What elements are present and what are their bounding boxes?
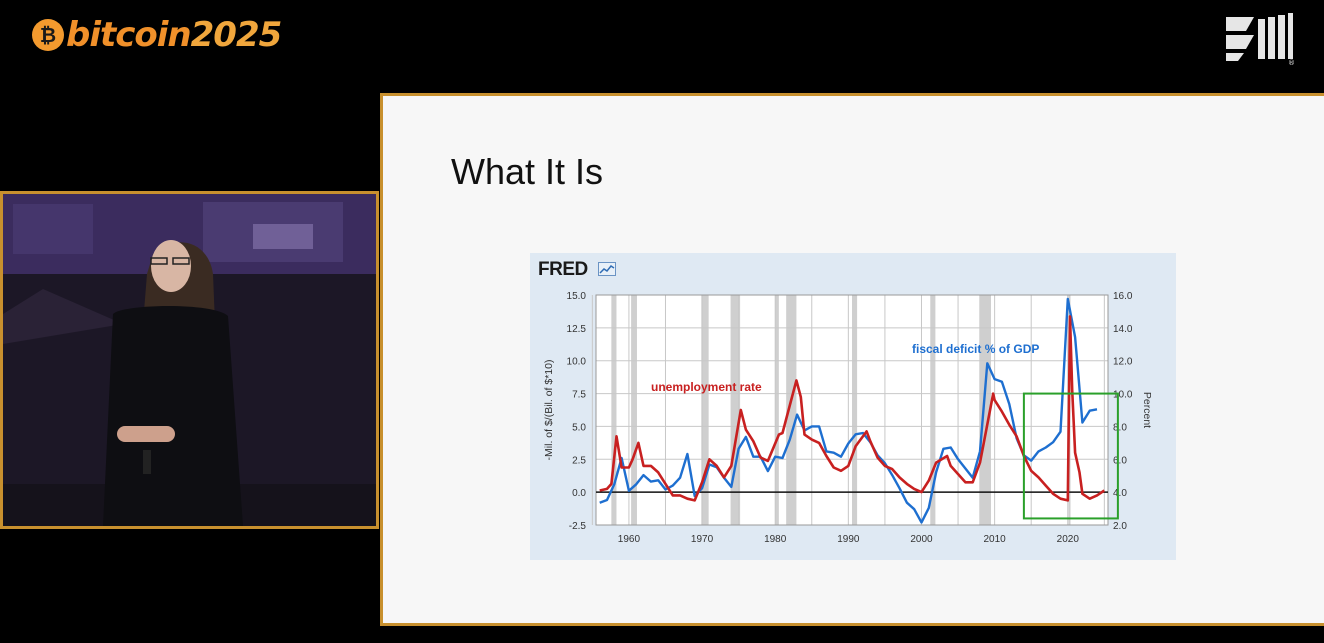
- recession-band: [979, 295, 991, 525]
- y-left-tick-label: 10.0: [567, 357, 587, 368]
- y-right-tick-label: 12.0: [1113, 357, 1133, 368]
- y-right-tick-label: 4.0: [1113, 488, 1127, 499]
- x-tick-label: 2020: [1057, 534, 1080, 545]
- unemployment-series-line: [599, 315, 1106, 502]
- fred-chart-icon: [598, 262, 616, 276]
- event-logo-prefix: bitcoin: [66, 15, 192, 55]
- y-left-tick-label: 2.5: [572, 455, 586, 466]
- speaker-face: [151, 240, 191, 292]
- deficit-annotation: fiscal deficit % of GDP: [912, 342, 1039, 356]
- recession-band: [730, 295, 741, 525]
- y-right-tick-label: 6.0: [1113, 455, 1127, 466]
- slide: What It Is FRED 15.0 12.5 10.0 7.5 5.0 2.5 0.0…: [380, 93, 1324, 626]
- y-right-tick-label: 10.0: [1113, 390, 1133, 401]
- speaker-scene: [3, 194, 376, 526]
- bitcoin-coin-icon: ₿: [32, 19, 64, 51]
- highlight-box: [1022, 392, 1119, 520]
- event-logo: ₿ bitcoin2025: [32, 14, 283, 56]
- event-logo-year: 2025: [190, 15, 283, 55]
- fred-chart: FRED 15.0 12.5 10.0 7.5 5.0 2.5 0.0 -2.5 16.0 14.…: [530, 253, 1176, 560]
- svg-text:®: ®: [1288, 59, 1295, 65]
- slide-title: What It Is: [451, 151, 604, 192]
- recession-band: [701, 295, 709, 525]
- y-right-tick-label: 8.0: [1113, 422, 1127, 433]
- x-tick-label: 1960: [618, 534, 641, 545]
- x-tick-label: 1990: [837, 534, 860, 545]
- speaker-body: [103, 306, 243, 526]
- fred-logo: FRED: [538, 259, 588, 280]
- chart-canvas: 15.0 12.5 10.0 7.5 5.0 2.5 0.0 -2.5 16.0 14.0 12.0…: [543, 291, 1153, 545]
- brand-mark-icon: ®: [1226, 13, 1295, 65]
- y-left-tick-label: 5.0: [572, 422, 586, 433]
- y-right-tick-label: 14.0: [1113, 324, 1133, 335]
- recession-band: [930, 295, 936, 525]
- y-left-tick-label: -2.5: [569, 521, 587, 532]
- event-logo-text: bitcoin2025: [66, 15, 283, 55]
- plot-frame: [595, 294, 1109, 526]
- x-tick-label: 1980: [764, 534, 787, 545]
- recession-band: [631, 295, 637, 525]
- recession-band: [852, 295, 858, 525]
- y-right-tick-label: 2.0: [1113, 521, 1127, 532]
- y-left-tick-label: 12.5: [567, 324, 587, 335]
- recession-band: [611, 295, 617, 525]
- y-left-tick-label: 7.5: [572, 390, 586, 401]
- y-right-axis-title: Percent: [1141, 392, 1153, 428]
- y-right-tick-label: 16.0: [1113, 291, 1133, 302]
- y-left-tick-label: 15.0: [567, 291, 587, 302]
- recession-band: [786, 295, 797, 525]
- recession-band: [775, 295, 779, 525]
- deficit-series-line: [599, 297, 1098, 524]
- unemployment-annotation: unemployment rate: [651, 380, 762, 394]
- y-left-tick-label: 0.0: [572, 488, 586, 499]
- x-tick-label: 2000: [910, 534, 933, 545]
- speaker-video: [0, 191, 379, 529]
- x-tick-label: 2010: [984, 534, 1007, 545]
- y-left-axis-title: -Mil. of $/(Bil. of $*10): [543, 360, 555, 461]
- x-tick-label: 1970: [691, 534, 714, 545]
